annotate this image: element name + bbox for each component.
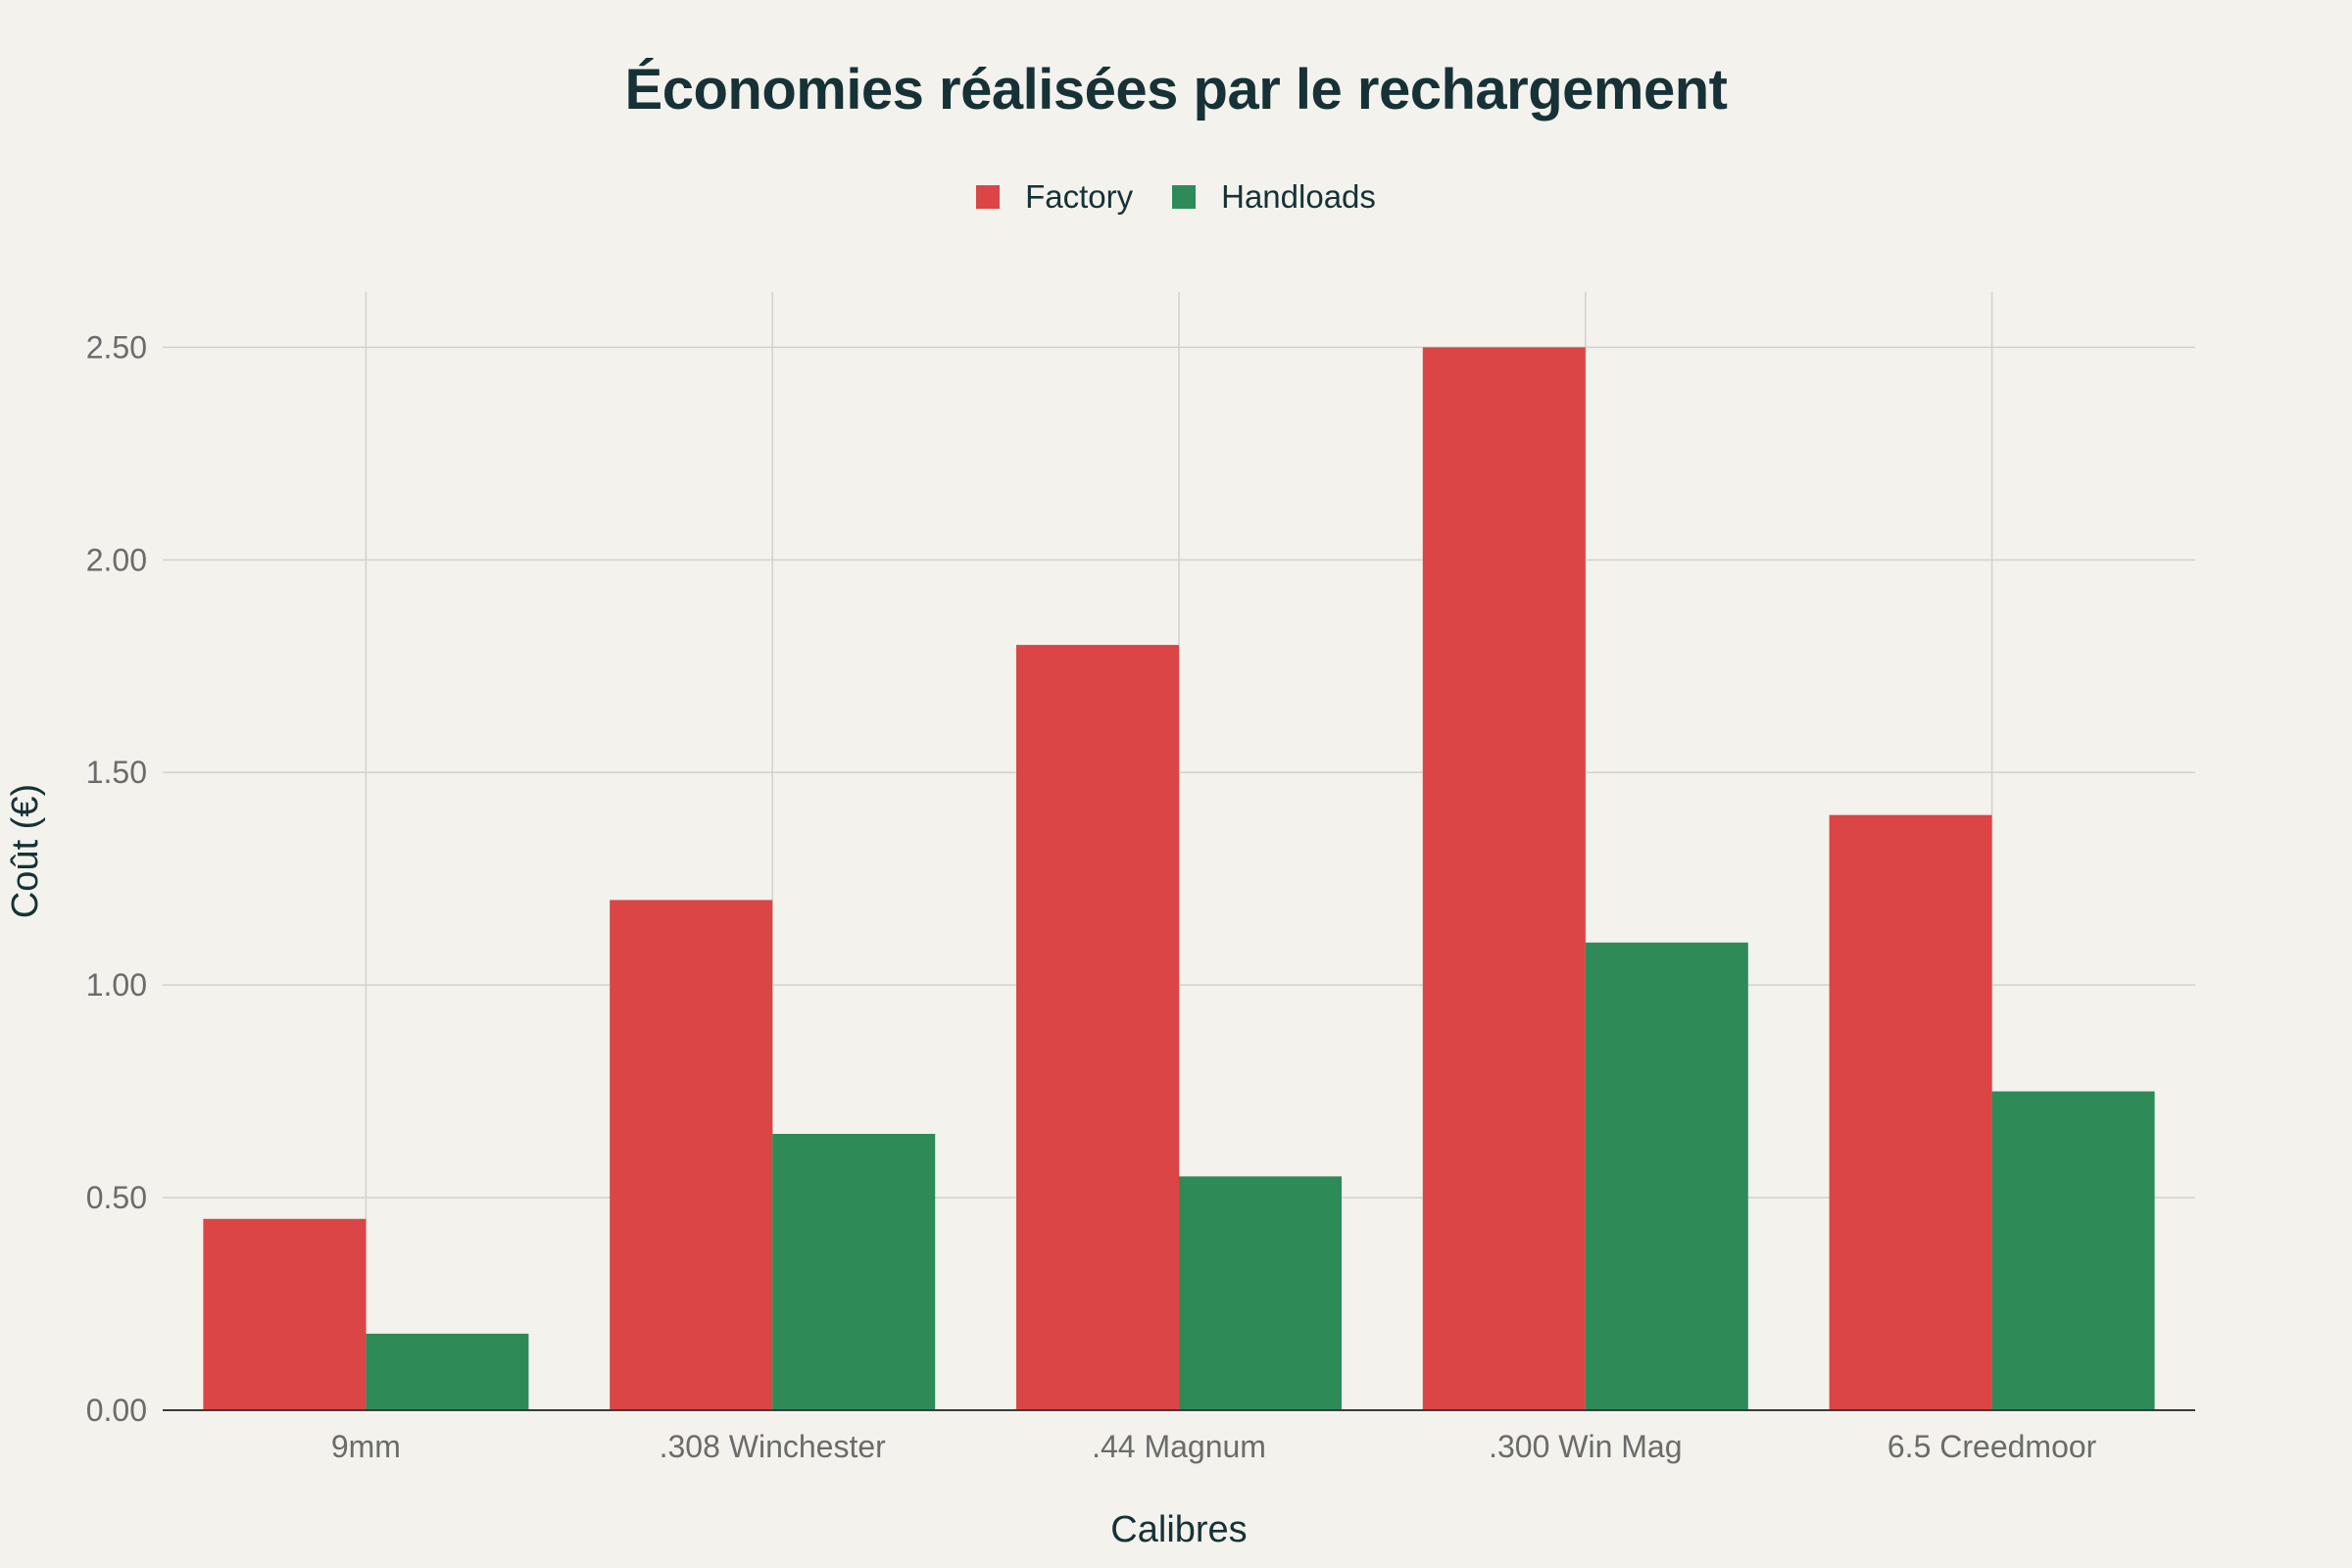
legend: Factory Handloads [0,178,2352,216]
bar-factory-2[interactable] [1016,645,1179,1410]
x-tick-label: .300 Win Mag [1489,1429,1682,1464]
bar-handloads-1[interactable] [772,1134,936,1410]
y-tick-label: 0.50 [86,1180,147,1215]
legend-item-factory[interactable]: Factory [976,178,1133,216]
legend-item-handloads[interactable]: Handloads [1172,178,1376,216]
bars [203,347,2155,1411]
axes: 0.00 0.50 1.00 1.50 2.00 2.50 9mm .308 Winchest… [86,329,2195,1464]
x-tick-label: .44 Magnum [1092,1429,1266,1464]
y-axis-title: Coût (€) [5,784,46,918]
bar-handloads-4[interactable] [1991,1091,2155,1410]
x-tick-label: 9mm [331,1429,401,1464]
bar-factory-0[interactable] [203,1218,367,1410]
legend-swatch-handloads [1172,185,1197,209]
x-tick-label: .308 Winchester [660,1429,887,1464]
y-tick-label: 2.00 [86,542,147,577]
legend-label-factory: Factory [1025,178,1134,215]
legend-label-handloads: Handloads [1221,178,1376,215]
legend-swatch-factory [976,185,1001,209]
bar-factory-3[interactable] [1422,347,1586,1411]
bar-handloads-3[interactable] [1585,942,1748,1410]
x-tick-label: 6.5 Creedmoor [1887,1429,2097,1464]
y-tick-label: 1.50 [86,755,147,790]
x-axis-title: Calibres [1110,1509,1247,1550]
bar-factory-4[interactable] [1829,814,1992,1410]
y-tick-label: 0.00 [86,1393,147,1428]
y-tick-label: 2.50 [86,329,147,365]
bar-factory-1[interactable] [610,900,773,1410]
bar-handloads-0[interactable] [366,1333,529,1410]
chart-title: Économies réalisées par le rechargement [624,58,1728,122]
bar-handloads-2[interactable] [1179,1176,1342,1410]
y-tick-label: 1.00 [86,967,147,1003]
